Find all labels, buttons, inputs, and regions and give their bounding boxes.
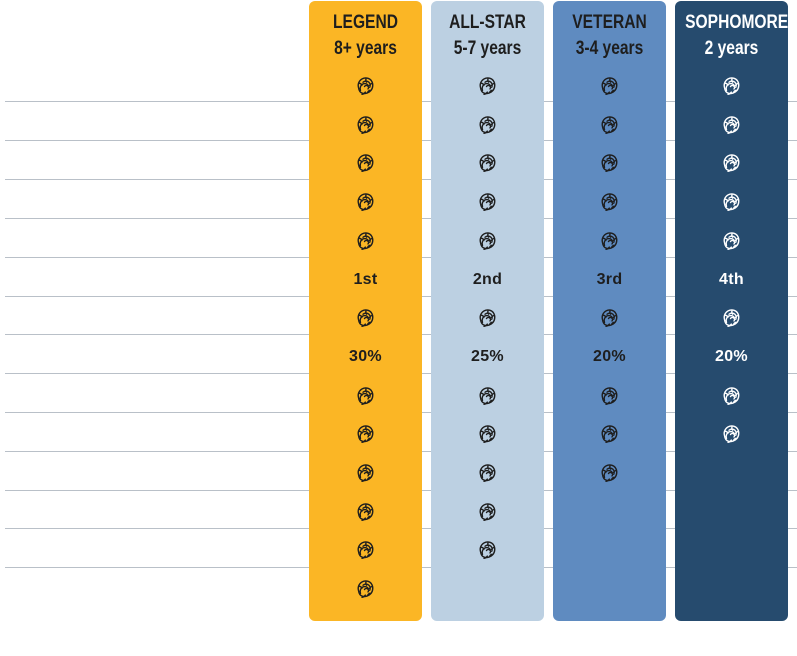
cabbage-icon xyxy=(431,71,544,101)
column-header: ALL-STAR 5-7 years xyxy=(441,10,534,62)
column-veteran: VETERAN 3-4 years 3rd 20% xyxy=(553,1,666,621)
cell-text: 20% xyxy=(715,347,748,365)
cabbage-icon xyxy=(309,381,422,411)
cell-value: 30% xyxy=(309,342,422,372)
cabbage-icon xyxy=(431,458,544,488)
cabbage-icon xyxy=(431,419,544,449)
cabbage-icon xyxy=(553,226,666,256)
cabbage-icon xyxy=(309,497,422,527)
cabbage-icon xyxy=(309,574,422,604)
cell-value: 4th xyxy=(675,265,788,295)
cabbage-icon xyxy=(553,303,666,333)
cabbage-icon xyxy=(553,187,666,217)
cabbage-icon xyxy=(309,71,422,101)
cell-value: 1st xyxy=(309,265,422,295)
cabbage-icon xyxy=(309,535,422,565)
cabbage-icon xyxy=(675,381,788,411)
cell-value: 2nd xyxy=(431,265,544,295)
cabbage-icon xyxy=(675,419,788,449)
cabbage-icon xyxy=(309,303,422,333)
cell-value: 20% xyxy=(553,342,666,372)
cell-text: 1st xyxy=(353,270,378,288)
cabbage-icon xyxy=(309,419,422,449)
cabbage-icon xyxy=(431,535,544,565)
cabbage-icon xyxy=(675,303,788,333)
column-all-star: ALL-STAR 5-7 years 2nd 25% xyxy=(431,1,544,621)
cell-value: 3rd xyxy=(553,265,666,295)
cabbage-icon xyxy=(675,148,788,178)
cabbage-icon xyxy=(553,71,666,101)
column-title: LEGEND xyxy=(333,12,398,33)
cabbage-icon xyxy=(431,381,544,411)
cabbage-icon xyxy=(553,381,666,411)
cell-text: 20% xyxy=(593,347,626,365)
column-subtitle: 5-7 years xyxy=(453,38,522,59)
cabbage-icon xyxy=(675,226,788,256)
column-subtitle: 3-4 years xyxy=(575,38,644,59)
cabbage-icon xyxy=(431,226,544,256)
cell-value: 20% xyxy=(675,342,788,372)
cabbage-icon xyxy=(553,458,666,488)
column-subtitle: 8+ years xyxy=(334,38,397,59)
cabbage-icon xyxy=(309,187,422,217)
cell-text: 2nd xyxy=(472,270,503,288)
column-header: SOPHOMORE 2 years xyxy=(685,10,789,62)
cell-text: 3rd xyxy=(596,270,623,288)
cell-text: 4th xyxy=(719,270,744,288)
column-title: ALL-STAR xyxy=(449,12,526,33)
column-header: VETERAN 3-4 years xyxy=(563,10,656,62)
cabbage-icon xyxy=(553,148,666,178)
column-subtitle: 2 years xyxy=(704,38,759,59)
cabbage-icon xyxy=(309,148,422,178)
cabbage-icon xyxy=(431,187,544,217)
cell-text: 25% xyxy=(471,347,504,365)
cabbage-icon xyxy=(553,419,666,449)
cell-text: 30% xyxy=(349,347,382,365)
cabbage-icon xyxy=(309,226,422,256)
cell-value: 25% xyxy=(431,342,544,372)
cabbage-icon xyxy=(431,497,544,527)
cabbage-icon xyxy=(431,303,544,333)
column-title: SOPHOMORE xyxy=(685,12,789,33)
column-sophomore: SOPHOMORE 2 years 4th 20% xyxy=(675,1,788,621)
cabbage-icon xyxy=(675,71,788,101)
cabbage-icon xyxy=(431,110,544,140)
cabbage-icon xyxy=(675,187,788,217)
cabbage-icon xyxy=(431,148,544,178)
column-header: LEGEND 8+ years xyxy=(319,10,412,62)
column-legend: LEGEND 8+ years 1st 30% xyxy=(309,1,422,621)
cabbage-icon xyxy=(309,110,422,140)
column-title: VETERAN xyxy=(572,12,647,33)
cabbage-icon xyxy=(553,110,666,140)
cabbage-icon xyxy=(675,110,788,140)
cabbage-icon xyxy=(309,458,422,488)
